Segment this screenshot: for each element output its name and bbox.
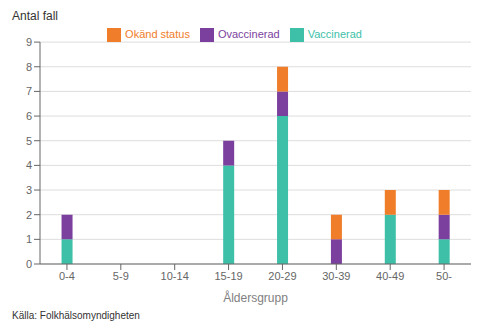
svg-text:40-49: 40-49 xyxy=(376,270,404,282)
svg-text:1: 1 xyxy=(26,233,32,245)
svg-text:0: 0 xyxy=(26,258,32,270)
html-text:Okänd status: Okänd status xyxy=(125,28,190,40)
svg-text:30-39: 30-39 xyxy=(322,270,350,282)
svg-text:4: 4 xyxy=(26,159,32,171)
html-text:Källa: Folkhälsomyndigheten: Källa: Folkhälsomyndigheten xyxy=(12,310,140,321)
svg-text:7: 7 xyxy=(26,85,32,97)
html-text:Ovaccinerad: Ovaccinerad xyxy=(217,28,280,40)
svg-text:10-14: 10-14 xyxy=(161,270,189,282)
svg-text:6: 6 xyxy=(26,110,32,122)
svg-text:5: 5 xyxy=(26,135,32,147)
svg-text:2: 2 xyxy=(26,209,32,221)
svg-text:8: 8 xyxy=(26,61,32,73)
svg-text:9: 9 xyxy=(26,36,32,48)
svg-text:15-19: 15-19 xyxy=(214,270,242,282)
svg-text:0-4: 0-4 xyxy=(59,270,75,282)
svg-text:20-29: 20-29 xyxy=(268,270,296,282)
svg-text:Åldersgrupp: Åldersgrupp xyxy=(223,290,288,305)
svg-text:5-9: 5-9 xyxy=(113,270,129,282)
svg-text:3: 3 xyxy=(26,184,32,196)
svg-text:50-: 50- xyxy=(436,270,452,282)
html-text:Antal fall: Antal fall xyxy=(12,9,58,23)
html-text:Vaccinerad: Vaccinerad xyxy=(307,28,362,40)
